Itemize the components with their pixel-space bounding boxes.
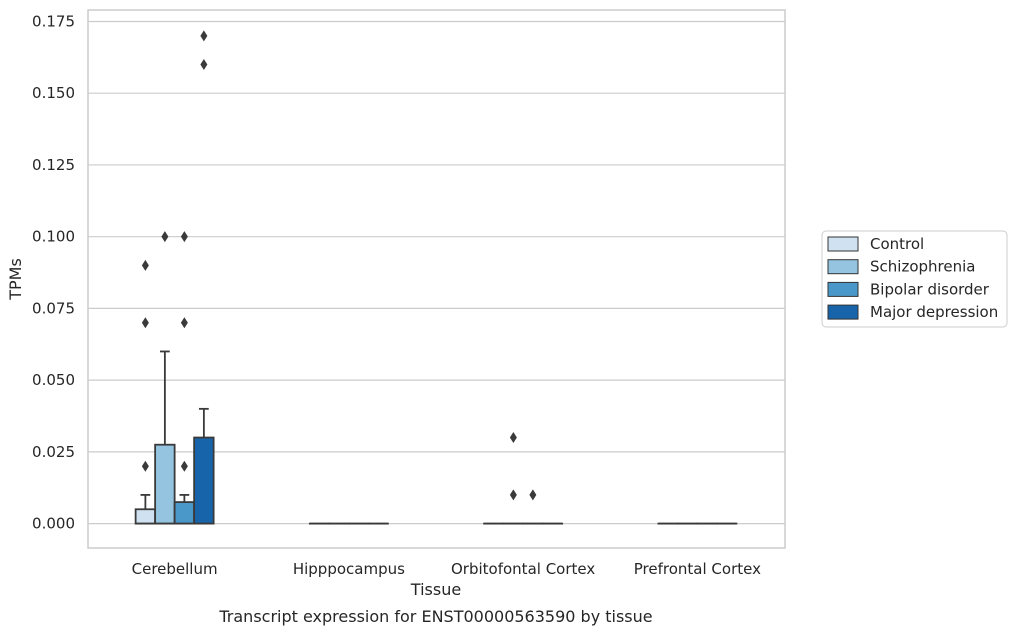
outlier-point xyxy=(180,317,188,329)
box-group xyxy=(522,489,544,525)
boxes xyxy=(134,30,738,525)
legend-swatch xyxy=(827,259,859,275)
legend-label: Control xyxy=(870,235,924,253)
plot-area-frame xyxy=(87,9,786,549)
outlier-point xyxy=(509,489,517,501)
x-axis-ticks: Cerebellum Hipppocampus Orbitofontal Corte… xyxy=(132,560,761,578)
outlier-point xyxy=(200,30,208,42)
box xyxy=(154,443,176,525)
y-axis-label: TPMs xyxy=(6,258,25,301)
x-tick-label: Cerebellum xyxy=(132,560,218,578)
box xyxy=(173,501,196,525)
y-tick-label: 0.050 xyxy=(32,371,75,389)
outlier-point xyxy=(180,460,188,472)
y-axis-ticks: 0.000 0.025 0.050 0.075 0.100 0.125 0.150 0.175 xyxy=(32,12,75,532)
legend-label: Major depression xyxy=(870,303,998,321)
legend-swatch xyxy=(827,281,859,297)
legend-swatch xyxy=(827,304,859,320)
outlier-point xyxy=(141,460,149,472)
outlier-point xyxy=(529,489,537,501)
legend-label: Schizophrenia xyxy=(870,258,975,276)
y-tick-label: 0.025 xyxy=(32,443,75,461)
y-tick-label: 0.000 xyxy=(32,515,75,533)
legend-label: Bipolar disorder xyxy=(870,280,990,298)
box-group xyxy=(502,432,525,525)
box xyxy=(134,508,157,525)
outlier-point xyxy=(509,432,517,444)
box-group xyxy=(193,30,215,525)
box-group xyxy=(173,231,196,525)
y-tick-label: 0.075 xyxy=(32,299,75,317)
legend-items: Control Schizophrenia Bipolar disorder Majo… xyxy=(827,235,998,321)
x-tick-label: Orbitofontal Cortex xyxy=(451,560,595,578)
box-group xyxy=(154,231,176,525)
y-tick-label: 0.150 xyxy=(32,84,75,102)
x-axis-label: Tissue xyxy=(410,580,461,599)
chart-caption: Transcript expression for ENST0000056359… xyxy=(218,607,652,626)
x-tick-label: Hipppocampus xyxy=(293,560,405,578)
outlier-point xyxy=(180,231,188,243)
outlier-point xyxy=(141,259,149,271)
y-tick-label: 0.175 xyxy=(32,12,75,30)
y-tick-label: 0.125 xyxy=(32,156,75,174)
outlier-point xyxy=(161,231,169,243)
outlier-point xyxy=(141,317,149,329)
x-tick-label: Prefrontal Cortex xyxy=(634,560,761,578)
legend-frame xyxy=(821,230,1008,328)
box xyxy=(193,436,215,525)
y-tick-label: 0.100 xyxy=(32,228,75,246)
legend: Control Schizophrenia Bipolar disorder Majo… xyxy=(821,230,1008,328)
outlier-point xyxy=(200,59,208,71)
legend-swatch xyxy=(827,236,859,252)
